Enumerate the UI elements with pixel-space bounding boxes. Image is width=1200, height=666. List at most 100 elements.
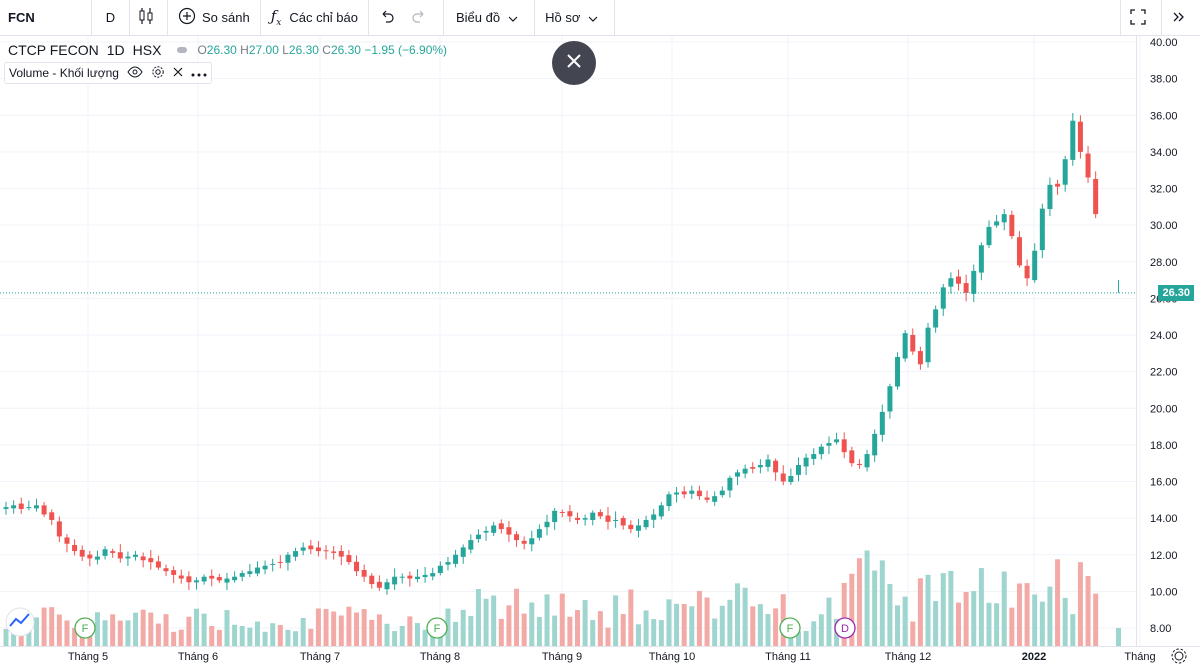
volume-bar <box>1047 586 1053 646</box>
volume-bar <box>757 604 763 646</box>
compare-button[interactable]: So sánh <box>168 0 261 36</box>
volume-bar <box>64 620 70 646</box>
volume-bar <box>262 631 268 646</box>
candle-body <box>216 577 222 581</box>
settings-icon[interactable] <box>151 65 165 82</box>
y-tick-label: 22.00 <box>1150 367 1178 379</box>
financial-event-marker[interactable]: F <box>426 617 448 639</box>
volume-bar <box>735 583 741 646</box>
candle-body <box>948 278 954 287</box>
open-value: 26.30 <box>206 43 237 57</box>
candle-body <box>323 550 329 552</box>
volume-bar <box>902 596 908 646</box>
candle-body <box>270 563 276 565</box>
candle-body <box>1032 250 1038 281</box>
candle-body <box>117 552 123 559</box>
close-overlay-button[interactable] <box>552 41 596 85</box>
volume-bar <box>293 631 299 646</box>
volume-bar <box>102 620 108 646</box>
volume-bar <box>315 608 321 646</box>
svg-text:D: D <box>841 623 849 635</box>
interval-button[interactable]: D <box>92 0 130 36</box>
indicators-button[interactable]: ƒx Các chỉ báo <box>261 0 369 36</box>
symbol-search-button[interactable]: FCN <box>0 0 92 36</box>
candle-body <box>666 494 672 507</box>
ticker-label: FCN <box>8 10 35 25</box>
volume-bar <box>1085 576 1091 646</box>
eye-icon[interactable] <box>127 65 143 81</box>
volume-bar <box>590 619 596 646</box>
close-icon <box>567 53 581 73</box>
volume-bar <box>620 614 626 646</box>
redo-button[interactable] <box>407 0 444 36</box>
chart-type-dropdown[interactable]: Biểu đồ <box>444 0 536 36</box>
candle-body <box>201 576 207 582</box>
chart-settings-icon[interactable] <box>1171 648 1187 664</box>
volume-bar <box>521 613 527 646</box>
chart-type-label: Biểu đồ <box>456 10 501 25</box>
volume-bar <box>689 606 695 646</box>
chart-style-button[interactable] <box>130 0 168 36</box>
volume-bar <box>917 578 923 646</box>
candle-body <box>864 454 870 468</box>
volume-legend[interactable]: Volume - Khối lượng <box>4 62 212 84</box>
y-tick-label: 34.00 <box>1150 147 1178 159</box>
volume-bar <box>597 611 603 646</box>
volume-bar <box>681 604 687 646</box>
market-status-dot <box>177 47 188 53</box>
candle-body <box>1085 153 1091 178</box>
volume-bar <box>186 616 192 646</box>
candle-body <box>590 512 596 520</box>
volume-bar <box>125 620 131 646</box>
candle-body <box>971 270 977 294</box>
candle-body <box>712 496 718 502</box>
chevron-right-double-icon <box>1170 9 1192 28</box>
volume-bar <box>986 602 992 646</box>
candle-body <box>559 511 565 513</box>
candle-body <box>247 571 253 574</box>
y-tick-label: 20.00 <box>1150 403 1178 415</box>
volume-bar <box>872 570 878 646</box>
volume-bar <box>239 626 245 646</box>
candle-body <box>605 515 611 522</box>
high-label: H <box>240 43 249 57</box>
candle-body <box>986 226 992 246</box>
candle-body <box>140 556 146 561</box>
financial-event-marker[interactable]: F <box>74 617 96 639</box>
interval-label: D <box>105 10 116 25</box>
volume-bar <box>285 629 291 646</box>
volume-bar <box>765 614 771 646</box>
undo-button[interactable] <box>369 0 407 36</box>
price-chart[interactable]: 8.00 10.00 12.00 14.00 16.00 18.00 20.00 22.00 2… <box>0 36 1200 666</box>
profile-dropdown[interactable]: Hồ sơ <box>535 0 616 36</box>
y-tick-label: 32.00 <box>1150 184 1178 196</box>
tradingview-logo-icon[interactable] <box>5 607 35 637</box>
volume-bar <box>1093 593 1099 646</box>
volume-bar <box>575 610 580 646</box>
candle-body <box>384 582 390 590</box>
more-icon[interactable] <box>191 66 207 80</box>
candle-body <box>956 276 961 284</box>
candle-body <box>544 521 550 528</box>
volume-bar <box>270 623 276 646</box>
volume-bar <box>849 573 855 646</box>
change-value: −1.95 (−6.90%) <box>364 43 448 57</box>
y-tick-label: 30.00 <box>1150 220 1178 232</box>
candle-body <box>354 561 360 572</box>
candle-body <box>780 473 786 482</box>
financial-event-marker[interactable]: F <box>779 617 801 639</box>
dividend-event-marker[interactable]: D <box>834 617 856 639</box>
fullscreen-button[interactable] <box>1120 0 1161 36</box>
candle-body <box>514 534 520 541</box>
volume-bar <box>963 591 969 646</box>
candle-body <box>171 570 177 575</box>
close-icon[interactable] <box>173 66 183 80</box>
volume-bar <box>948 570 954 646</box>
volume-bar <box>216 629 222 646</box>
candle-body <box>445 562 451 565</box>
y-tick-label: 24.00 <box>1150 330 1178 342</box>
candle-body <box>735 472 741 477</box>
collapse-button[interactable] <box>1161 0 1200 36</box>
candle-body <box>163 568 169 572</box>
candle-body <box>64 537 70 544</box>
